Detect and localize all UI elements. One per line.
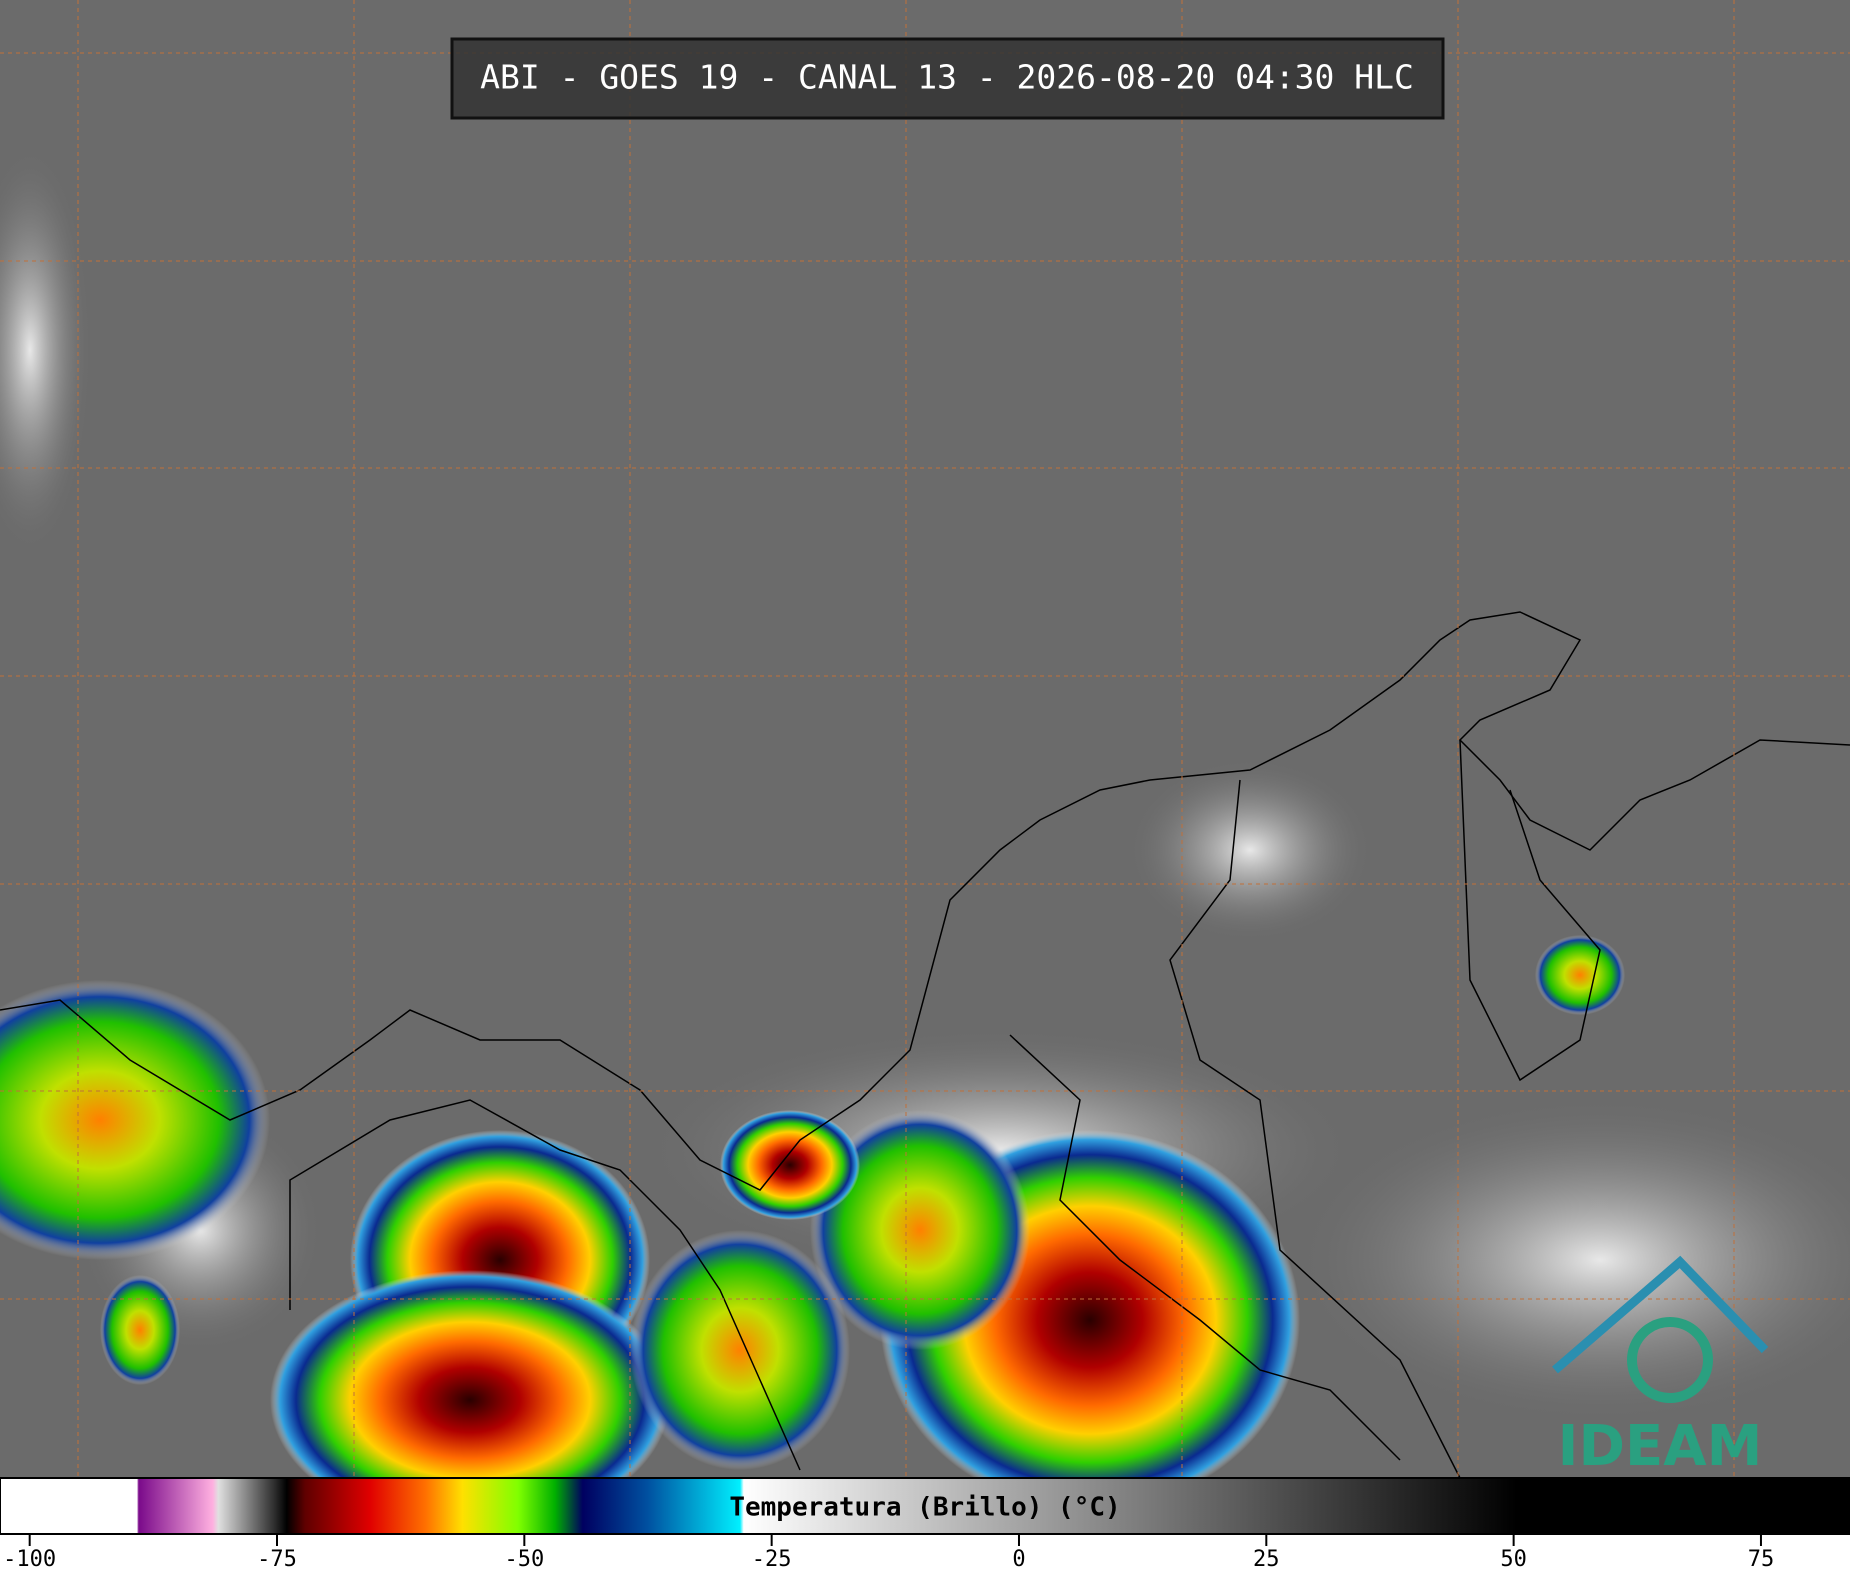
tick-label: -50	[504, 1547, 544, 1572]
colorbar	[0, 1477, 1850, 1535]
tick-label: 25	[1253, 1547, 1280, 1572]
tick-label: 0	[1012, 1547, 1025, 1572]
logo-text: IDEAM	[1558, 1414, 1763, 1479]
tick-label: -75	[257, 1547, 297, 1572]
cloud-features	[0, 150, 1850, 1530]
tick-label: -100	[3, 1547, 56, 1572]
title: ABI - GOES 19 - CANAL 13 - 2026-08-20 04…	[480, 58, 1414, 97]
tick-label: 50	[1500, 1547, 1527, 1572]
colorbar-label: Temperatura (Brillo) (°C)	[729, 1493, 1120, 1523]
tick-label: -25	[752, 1547, 792, 1572]
tick-label: 75	[1748, 1547, 1775, 1572]
colorbar-ticks: -100 -75 -50 -25 0 25 50 75	[3, 1534, 1774, 1572]
title-box	[450, 37, 1445, 120]
graticule	[0, 0, 1850, 1478]
coastlines	[0, 611, 1850, 1479]
logo: IDEAM	[1552, 1255, 1769, 1479]
